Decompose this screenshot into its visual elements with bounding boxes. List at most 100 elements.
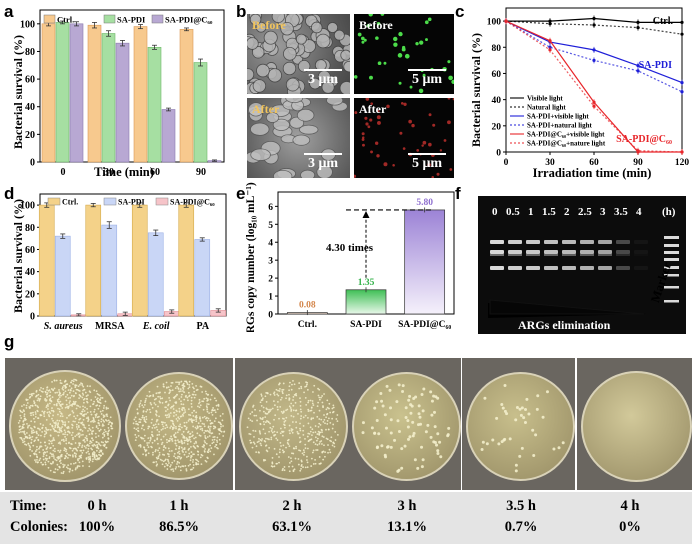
colony — [64, 385, 67, 388]
chart-d-ylabel: Bacterial survival (%) — [11, 199, 25, 313]
colony — [46, 403, 49, 406]
colony — [58, 410, 61, 413]
colony — [206, 419, 209, 422]
colony — [72, 436, 74, 439]
colony — [105, 419, 107, 421]
colony — [214, 426, 217, 429]
colony — [132, 422, 135, 425]
colony — [106, 440, 109, 443]
colony — [39, 428, 41, 431]
colony — [58, 402, 61, 405]
colony — [81, 444, 84, 447]
red-cell — [354, 111, 358, 115]
colony — [33, 400, 35, 402]
colony — [95, 404, 98, 407]
colony — [283, 450, 285, 453]
colony — [381, 403, 385, 407]
colony — [436, 448, 440, 452]
colony — [46, 451, 49, 453]
colony — [292, 469, 295, 472]
colony — [275, 436, 278, 439]
colony — [314, 435, 317, 438]
colony — [404, 405, 408, 409]
colony — [148, 441, 150, 444]
colony — [198, 401, 201, 404]
colony — [221, 419, 224, 422]
fluorescence-before-dots — [354, 14, 454, 94]
colony — [21, 411, 24, 414]
colony — [139, 402, 142, 405]
colony — [271, 407, 274, 409]
colony — [74, 402, 76, 404]
gel-lane-label: 2 — [564, 206, 570, 218]
colony — [164, 421, 166, 424]
y-tick-label: 0 — [30, 312, 35, 323]
colony — [318, 398, 321, 401]
colony — [34, 415, 37, 418]
colony — [53, 403, 56, 406]
colony — [97, 435, 100, 437]
colony — [92, 421, 95, 423]
green-cell — [357, 32, 362, 37]
colony — [304, 446, 307, 449]
colony — [316, 415, 319, 418]
colony — [331, 444, 334, 446]
colony — [169, 465, 172, 468]
colony — [91, 437, 93, 439]
colony — [285, 446, 287, 449]
colony — [281, 448, 284, 451]
colony — [312, 431, 315, 433]
colony — [523, 407, 527, 411]
bacterium — [310, 21, 323, 34]
colony — [82, 449, 85, 452]
colony — [101, 409, 104, 412]
colony — [219, 415, 222, 417]
colony — [199, 420, 202, 422]
colony — [291, 465, 294, 467]
colony — [429, 435, 433, 439]
gel-band — [616, 250, 630, 254]
colony — [407, 398, 411, 402]
colony — [268, 430, 270, 433]
gel-image — [478, 196, 686, 334]
colony — [320, 396, 322, 398]
colony — [138, 418, 141, 421]
x-tick-label: PA — [196, 321, 209, 332]
colony — [71, 379, 74, 382]
colony — [83, 441, 86, 443]
colony — [183, 425, 186, 427]
chart-e-annotation: 4.30 times — [326, 242, 374, 254]
colony — [158, 430, 161, 433]
colony — [318, 430, 321, 433]
colony — [178, 398, 181, 400]
red-cell — [361, 132, 365, 136]
colony — [181, 407, 184, 409]
colonies — [246, 379, 339, 472]
red-cell — [408, 119, 412, 124]
colony — [39, 414, 42, 417]
colony — [36, 445, 38, 448]
x-tick-label: SA-PDI@C₆₀ — [398, 320, 451, 330]
marker-band — [664, 286, 679, 289]
colony — [213, 397, 216, 400]
colony — [176, 419, 179, 422]
colony — [322, 458, 325, 461]
colony — [518, 454, 522, 458]
colony — [174, 432, 177, 434]
bar-value-label: 5.80 — [416, 198, 433, 208]
colony — [561, 440, 565, 444]
colony — [24, 418, 27, 421]
red-cell — [376, 115, 381, 120]
colony — [283, 420, 286, 423]
colony — [35, 389, 38, 392]
colony — [72, 455, 74, 458]
colony — [282, 388, 285, 391]
colony — [383, 453, 387, 457]
colony — [514, 417, 518, 421]
gel-band — [508, 250, 522, 254]
colony — [165, 416, 168, 419]
colony — [86, 443, 89, 446]
colony — [219, 427, 221, 430]
colony — [274, 413, 277, 416]
colony — [80, 434, 82, 436]
